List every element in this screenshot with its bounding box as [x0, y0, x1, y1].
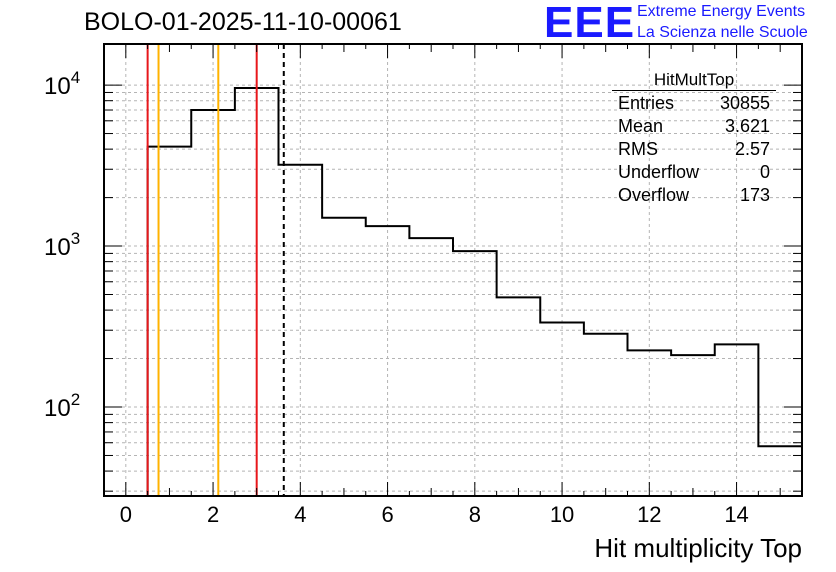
- histogram-bin: [671, 355, 715, 496]
- histogram-bin: [453, 251, 497, 496]
- stats-label: RMS: [618, 139, 658, 159]
- histogram-bin: [279, 165, 323, 496]
- histogram-bin: [540, 323, 584, 496]
- stats-box-rule: [612, 90, 776, 91]
- histogram-bin: [497, 297, 541, 496]
- histogram-bin: [148, 147, 192, 496]
- x-tick-label: 10: [550, 502, 574, 527]
- stats-value: 3.621: [724, 116, 770, 136]
- x-tick-label: 14: [724, 502, 748, 527]
- stats-value: 2.57: [734, 139, 770, 159]
- stats-value: 173: [739, 185, 770, 205]
- eee-logo: EEE: [544, 0, 636, 47]
- x-tick-label: 0: [120, 502, 132, 527]
- stats-box-title: HitMultTop: [653, 70, 735, 89]
- histogram-bin: [366, 226, 410, 496]
- stats-row-overflow: Overflow 173: [618, 185, 770, 207]
- logo-line-2: La Scienza nelle Scuole: [637, 24, 808, 41]
- x-tick-label: 4: [294, 502, 306, 527]
- stats-row-rms: RMS 2.57: [618, 139, 770, 161]
- stats-value: 0: [759, 162, 770, 182]
- stats-label: Entries: [618, 93, 675, 113]
- x-tick-label: 12: [637, 502, 661, 527]
- histogram-bin: [715, 344, 759, 496]
- stats-label: Underflow: [618, 162, 700, 182]
- histogram-bin: [628, 350, 672, 496]
- x-tick-label: 8: [469, 502, 481, 527]
- y-tick-label: 103: [44, 229, 80, 261]
- x-axis-label: Hit multiplicity Top: [594, 533, 802, 563]
- histogram-bin: [584, 334, 628, 496]
- histogram-bin: [322, 218, 366, 496]
- y-tick-label: 102: [44, 390, 80, 422]
- histogram-bin: [409, 238, 453, 496]
- stats-row-entries: Entries 30855: [618, 93, 770, 115]
- histogram-outline: [146, 86, 803, 496]
- stats-row-mean: Mean 3.621: [618, 116, 770, 138]
- histogram-bin: [191, 110, 235, 496]
- stats-row-underflow: Underflow 0: [618, 162, 770, 184]
- stats-label: Mean: [618, 116, 664, 136]
- y-tick-label: 104: [44, 68, 80, 100]
- x-tick-label: 6: [381, 502, 393, 527]
- x-tick-label: 2: [207, 502, 219, 527]
- chart-title: BOLO-01-2025-11-10-00061: [84, 8, 402, 36]
- stats-label: Overflow: [618, 185, 690, 205]
- logo-line-1: Extreme Energy Events: [637, 3, 806, 20]
- stats-value: 30855: [719, 93, 770, 113]
